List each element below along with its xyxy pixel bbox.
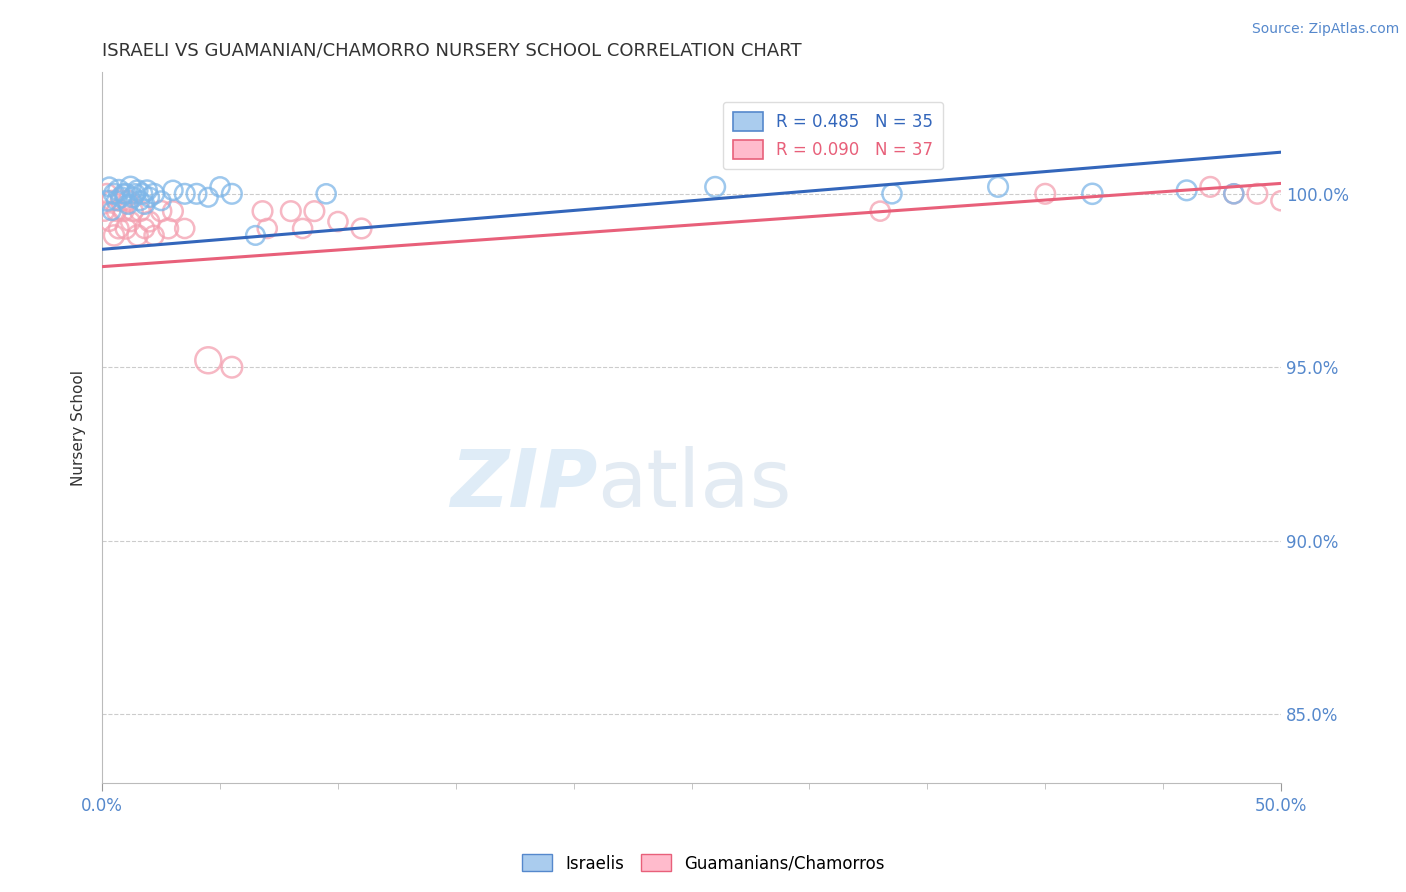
Point	[1270, 194, 1292, 208]
Point	[1223, 186, 1246, 201]
Point	[110, 194, 132, 208]
Point	[221, 360, 243, 375]
Point	[136, 183, 159, 197]
Point	[880, 186, 903, 201]
Point	[280, 204, 302, 219]
Point	[117, 197, 139, 211]
Point	[1081, 186, 1104, 201]
Point	[869, 204, 891, 219]
Point	[112, 186, 135, 201]
Point	[143, 228, 166, 243]
Point	[112, 204, 135, 219]
Point	[186, 186, 208, 201]
Point	[209, 179, 232, 194]
Point	[987, 179, 1010, 194]
Point	[131, 186, 153, 201]
Point	[129, 204, 152, 219]
Point	[105, 194, 128, 208]
Point	[134, 197, 156, 211]
Text: ZIP: ZIP	[450, 446, 598, 524]
Point	[326, 214, 349, 228]
Point	[100, 194, 122, 208]
Point	[103, 228, 125, 243]
Point	[127, 228, 149, 243]
Point	[143, 186, 166, 201]
Point	[107, 183, 129, 197]
Point	[114, 221, 136, 235]
Point	[162, 183, 184, 197]
Point	[197, 353, 219, 368]
Point	[1175, 183, 1198, 197]
Point	[120, 179, 142, 194]
Text: ISRAELI VS GUAMANIAN/CHAMORRO NURSERY SCHOOL CORRELATION CHART: ISRAELI VS GUAMANIAN/CHAMORRO NURSERY SC…	[103, 42, 801, 60]
Point	[704, 179, 727, 194]
Point	[150, 194, 173, 208]
Point	[173, 221, 195, 235]
Point	[138, 214, 160, 228]
Point	[103, 186, 125, 201]
Point	[291, 221, 314, 235]
Point	[98, 179, 121, 194]
Point	[138, 190, 160, 204]
Point	[245, 228, 267, 243]
Point	[134, 221, 156, 235]
Point	[150, 204, 173, 219]
Point	[100, 204, 122, 219]
Point	[162, 204, 184, 219]
Point	[221, 186, 243, 201]
Point	[96, 186, 118, 201]
Point	[121, 204, 143, 219]
Point	[304, 204, 326, 219]
Text: Source: ZipAtlas.com: Source: ZipAtlas.com	[1251, 22, 1399, 37]
Point	[93, 204, 115, 219]
Point	[114, 186, 136, 201]
Point	[315, 186, 337, 201]
Point	[110, 190, 132, 204]
Point	[107, 221, 129, 235]
Point	[252, 204, 274, 219]
Legend: Israelis, Guamanians/Chamorros: Israelis, Guamanians/Chamorros	[515, 847, 891, 880]
Point	[350, 221, 373, 235]
Point	[1246, 186, 1268, 201]
Point	[96, 194, 118, 208]
Point	[1223, 186, 1246, 201]
Y-axis label: Nursery School: Nursery School	[72, 370, 86, 486]
Point	[127, 183, 149, 197]
Point	[197, 190, 219, 204]
Point	[256, 221, 278, 235]
Point	[173, 186, 195, 201]
Point	[1033, 186, 1056, 201]
Point	[129, 194, 152, 208]
Point	[121, 190, 143, 204]
Point	[117, 194, 139, 208]
Text: atlas: atlas	[598, 446, 792, 524]
Point	[157, 221, 180, 235]
Legend: R = 0.485   N = 35, R = 0.090   N = 37: R = 0.485 N = 35, R = 0.090 N = 37	[723, 102, 943, 169]
Point	[120, 214, 142, 228]
Point	[105, 204, 128, 219]
Point	[124, 186, 146, 201]
Point	[98, 214, 121, 228]
Point	[1199, 179, 1222, 194]
